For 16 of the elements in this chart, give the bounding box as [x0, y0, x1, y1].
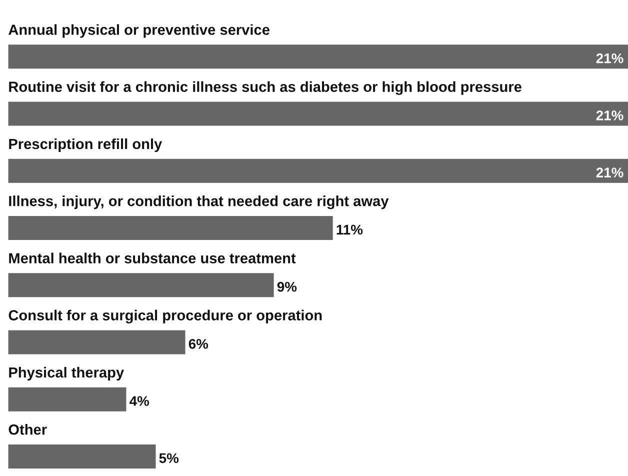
y-tick-label: Mental health or substance use treatment: [9, 252, 296, 264]
data-label: 6%: [188, 338, 208, 349]
data-label: 5%: [159, 453, 179, 464]
y-tick-label: Physical therapy: [9, 366, 124, 381]
y-tick-label: Prescription refill only: [9, 138, 162, 152]
y-tick-label: Annual physical or preventive service: [8, 24, 270, 38]
data-label: 11%: [336, 224, 363, 235]
y-tick-label: Illness, injury, or condition that needed care right away: [9, 195, 389, 210]
data-label: 9%: [277, 282, 297, 292]
y-tick-label: Routine visit for a chronic illness such as diabetes or high blood pressure: [9, 81, 522, 95]
data-label: 21%: [596, 168, 624, 178]
data-label: 4%: [130, 396, 150, 406]
y-tick-label: Consult for a surgical procedure or operation: [8, 310, 322, 324]
data-label: 21%: [596, 53, 624, 64]
data-label: 21%: [596, 110, 624, 120]
y-tick-label: Other: [8, 424, 47, 435]
